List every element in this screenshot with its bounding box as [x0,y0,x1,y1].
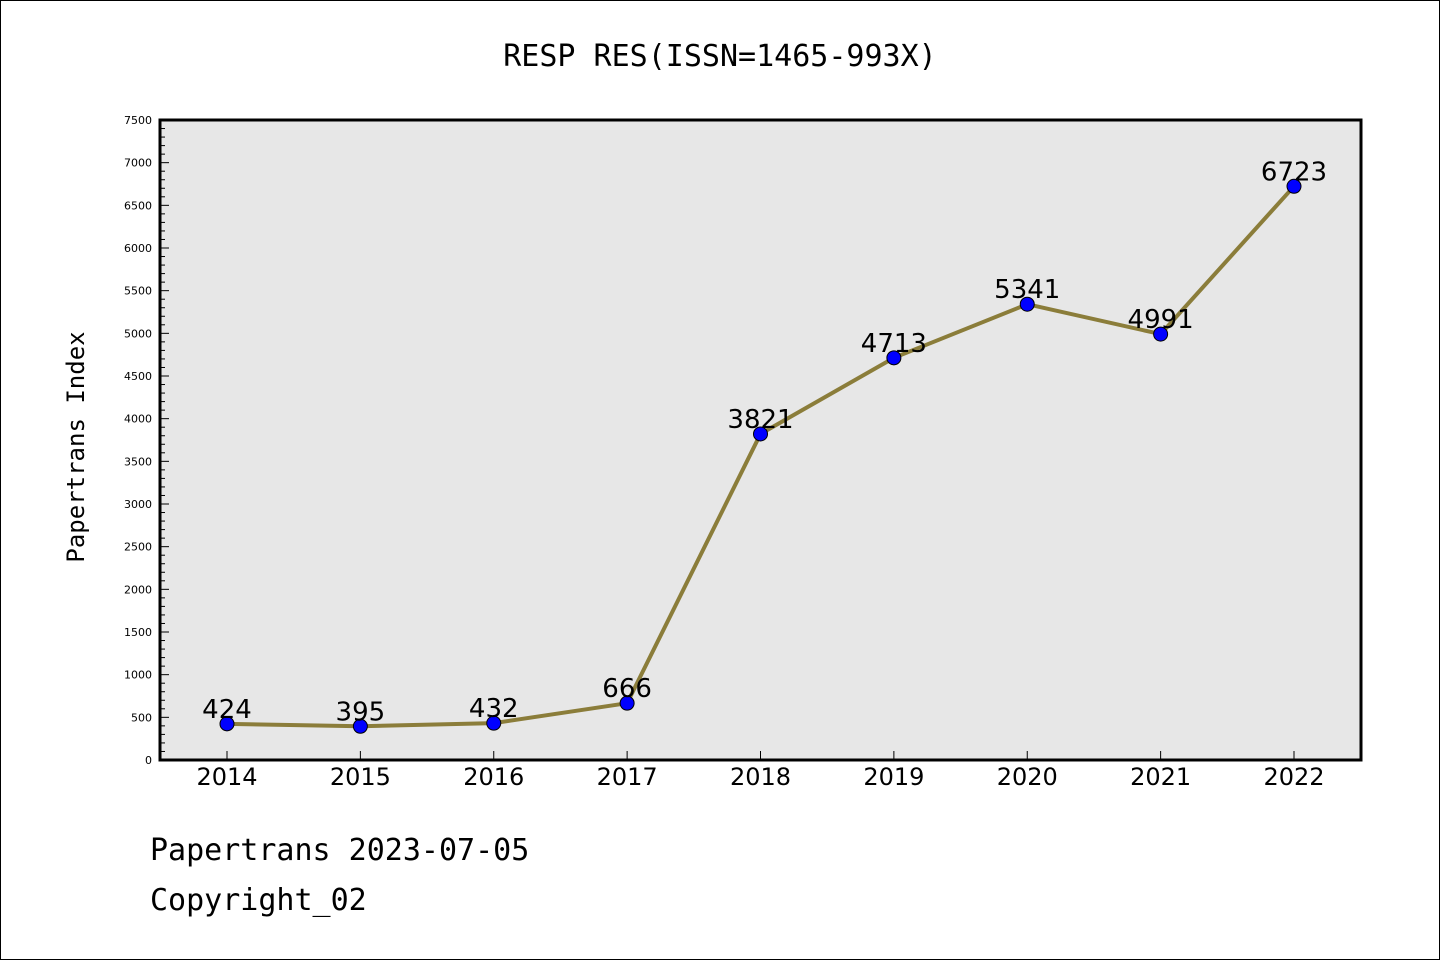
footer-source: Papertrans 2023-07-05 [150,833,530,868]
data-label: 395 [336,697,386,727]
y-tick-label: 4000 [124,413,152,426]
y-tick-label: 5500 [124,285,152,298]
y-tick-label: 3000 [124,498,152,511]
x-tick-label: 2018 [730,763,791,791]
y-tick-label: 0 [145,754,152,767]
x-tick-label: 2021 [1130,763,1191,791]
data-label: 3821 [727,405,793,435]
y-tick-label: 1000 [124,669,152,682]
x-tick-label: 2017 [597,763,658,791]
data-point [1019,296,1035,312]
x-tick-label: 2014 [196,763,257,791]
x-tick-label: 2020 [997,763,1058,791]
y-tick-label: 7500 [124,114,152,127]
data-label: 424 [202,695,252,725]
y-tick-label: 3500 [124,455,152,468]
x-tick-label: 2016 [463,763,524,791]
data-point [1153,326,1169,342]
y-tick-label: 4500 [124,370,152,383]
data-point [619,695,635,711]
data-label: 666 [602,674,652,704]
data-label: 4713 [861,329,927,359]
data-label: 6723 [1261,157,1327,187]
data-point [352,718,368,734]
y-tick-label: 2500 [124,541,152,554]
x-tick-label: 2015 [330,763,391,791]
y-tick-label: 7000 [124,157,152,170]
x-tick-label: 2019 [863,763,924,791]
x-tick-label: 2022 [1263,763,1324,791]
footer-copyright: Copyright_02 [150,883,367,918]
y-axis-label: Papertrans Index [62,331,90,562]
data-point [219,716,235,732]
chart-title: RESP RES(ISSN=1465-993X) [503,39,936,74]
y-axis: 0 500 1000 1500 2000 2500 3000 3500 4000 4500 5000… [124,114,169,767]
y-tick-label: 500 [131,711,152,724]
data-labels: 424 395 432 666 3821 4713 5341 4991 6723 [202,157,1327,727]
y-tick-label: 1500 [124,626,152,639]
data-point [886,350,902,366]
data-point [486,715,502,731]
data-point [753,426,768,442]
data-points [219,178,1302,734]
y-tick-label: 6000 [124,242,152,255]
data-point [1286,178,1302,194]
data-label: 432 [469,694,519,724]
y-tick-label: 5000 [124,327,152,340]
data-label: 4991 [1128,305,1194,335]
y-tick-label: 2000 [124,583,152,596]
y-tick-label: 6500 [124,199,152,212]
data-label: 5341 [994,275,1060,305]
x-axis: 2014 2015 2016 2017 2018 2019 2020 2021 2022 [196,751,1325,791]
